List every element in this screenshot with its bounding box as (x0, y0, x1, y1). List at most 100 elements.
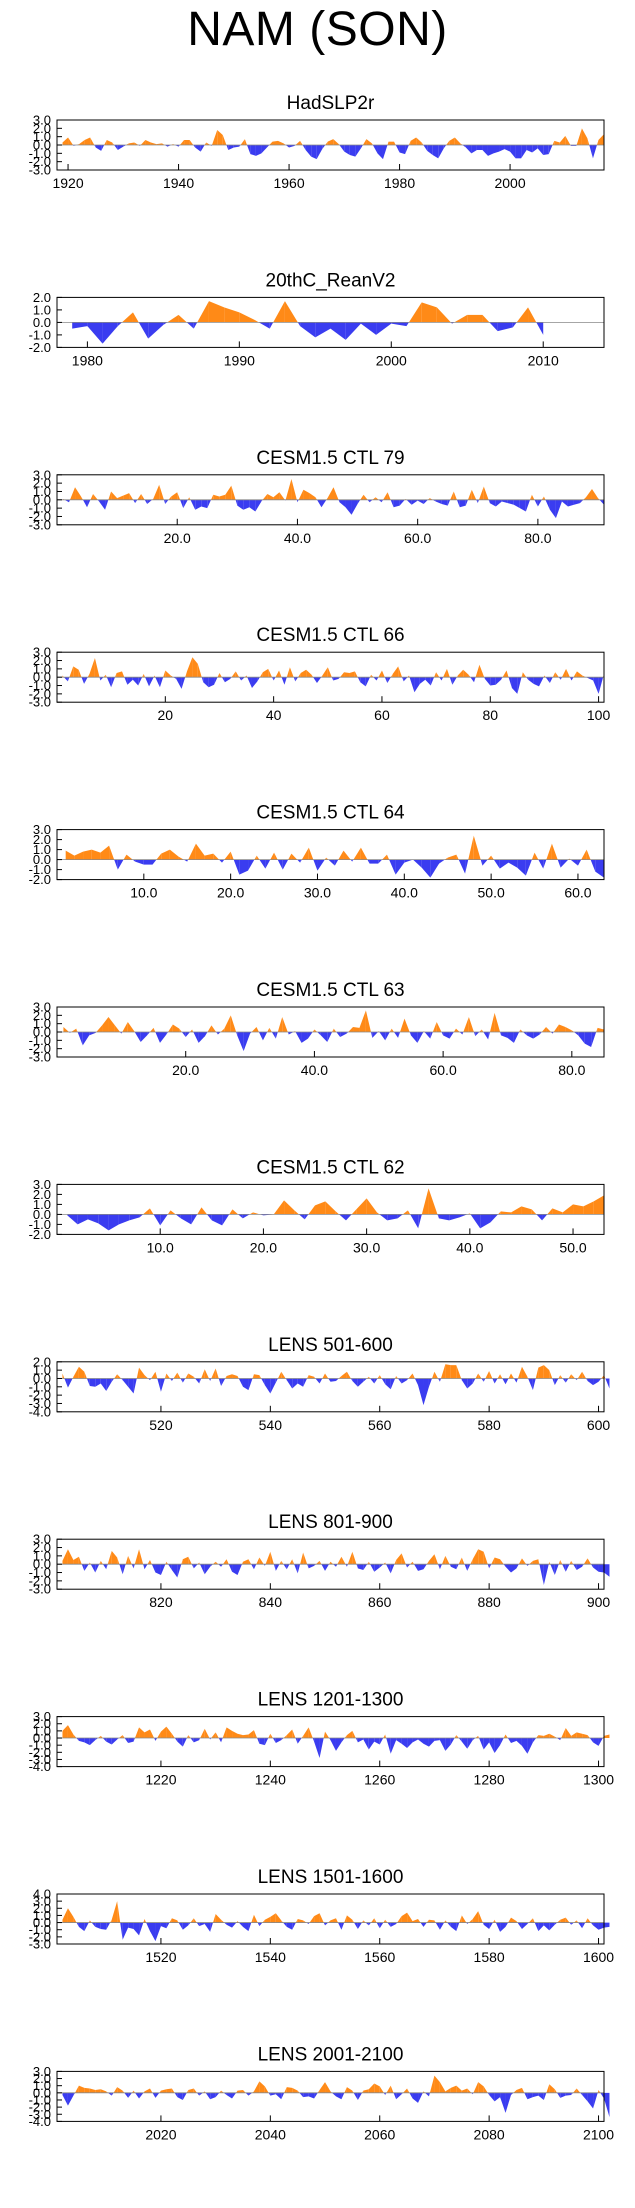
negative-anomaly-area (201, 499, 208, 509)
positive-anomaly-area (63, 1027, 69, 1032)
positive-anomaly-area (401, 1912, 408, 1923)
y-tick-label: 2.0 (33, 1354, 51, 1369)
positive-anomaly-area (328, 1920, 331, 1923)
positive-anomaly-area (434, 2075, 440, 2093)
negative-anomaly-area (360, 677, 366, 687)
positive-anomaly-area (445, 1555, 450, 1565)
positive-anomaly-area (558, 1024, 566, 1032)
negative-anomaly-area (536, 322, 544, 335)
positive-anomaly-area (478, 1373, 482, 1379)
negative-anomaly-area (186, 322, 194, 329)
y-tick-label: 1.0 (33, 129, 51, 144)
positive-anomaly-area (432, 1022, 437, 1032)
negative-anomaly-area (519, 499, 526, 512)
positive-anomaly-area (256, 1557, 260, 1565)
positive-anomaly-area (508, 1373, 512, 1379)
positive-anomaly-area (197, 1562, 200, 1565)
negative-anomaly-area (587, 1378, 594, 1386)
negative-anomaly-area (501, 1032, 508, 1038)
negative-anomaly-area (539, 677, 544, 687)
negative-anomaly-area (224, 1922, 227, 1925)
negative-anomaly-area (543, 1922, 550, 1931)
negative-anomaly-area (417, 1032, 424, 1043)
positive-anomaly-area (75, 487, 82, 500)
negative-anomaly-area (175, 1214, 181, 1219)
positive-anomaly-area (288, 853, 292, 860)
positive-anomaly-area (344, 2087, 347, 2093)
positive-anomaly-area (111, 1550, 118, 1565)
positive-anomaly-area (167, 1210, 171, 1215)
negative-anomaly-area (395, 145, 400, 153)
negative-anomaly-area (232, 2092, 237, 2099)
negative-anomaly-area (275, 2092, 282, 2100)
positive-anomaly-area (322, 1373, 326, 1379)
positive-anomaly-area (273, 301, 285, 323)
positive-anomaly-area (511, 1206, 522, 1215)
negative-anomaly-area (228, 1564, 233, 1572)
positive-anomaly-area (122, 1735, 125, 1739)
positive-anomaly-area (113, 2087, 118, 2093)
negative-anomaly-area (129, 1214, 140, 1221)
positive-anomaly-area (565, 1027, 572, 1032)
negative-anomaly-area (277, 859, 283, 870)
panel-title: CESM1.5 CTL 64 (256, 803, 405, 824)
negative-anomaly-area (286, 1378, 293, 1389)
negative-anomaly-area (333, 1564, 336, 1567)
negative-anomaly-area (556, 1738, 561, 1741)
negative-anomaly-area (176, 677, 182, 689)
positive-anomaly-area (569, 1560, 572, 1565)
positive-anomaly-area (222, 135, 227, 145)
y-tick-label: 1.0 (33, 2078, 51, 2093)
negative-anomaly-area (352, 1378, 358, 1387)
positive-anomaly-area (133, 2090, 136, 2093)
negative-anomaly-area (521, 1738, 528, 1754)
negative-anomaly-area (374, 1378, 378, 1384)
positive-anomaly-area (105, 674, 107, 678)
y-tick-label: -2.0 (29, 1573, 51, 1588)
positive-anomaly-area (560, 1560, 563, 1565)
negative-anomaly-area (443, 1032, 450, 1039)
negative-anomaly-area (180, 1214, 192, 1225)
positive-anomaly-area (407, 1210, 411, 1215)
negative-anomaly-area (604, 2092, 610, 2118)
negative-anomaly-area (533, 1032, 540, 1039)
negative-anomaly-area (565, 1564, 570, 1572)
negative-anomaly-area (525, 859, 532, 876)
positive-anomaly-area (508, 1917, 512, 1923)
positive-anomaly-area (426, 1919, 429, 1923)
positive-anomaly-area (375, 497, 379, 500)
positive-anomaly-area (100, 1735, 103, 1739)
negative-anomaly-area (560, 2092, 566, 2098)
negative-anomaly-area (517, 677, 522, 694)
negative-anomaly-area (439, 677, 442, 681)
negative-anomaly-area (197, 2092, 200, 2096)
positive-anomaly-area (189, 1029, 193, 1032)
positive-anomaly-area (111, 1901, 118, 1923)
positive-anomaly-area (232, 1730, 238, 1739)
positive-anomaly-area (142, 673, 144, 678)
negative-anomaly-area (411, 499, 418, 505)
positive-anomaly-area (145, 140, 151, 145)
negative-anomaly-area (139, 1922, 144, 1936)
negative-anomaly-area (177, 2092, 183, 2100)
negative-anomaly-area (335, 1738, 342, 1751)
positive-anomaly-area (221, 2090, 224, 2093)
negative-anomaly-area (101, 145, 105, 151)
positive-anomaly-area (528, 307, 537, 323)
positive-anomaly-area (478, 486, 484, 500)
negative-anomaly-area (339, 499, 346, 508)
y-tick-label: 3.0 (33, 822, 51, 837)
negative-anomaly-area (266, 145, 270, 148)
negative-anomaly-area (100, 1922, 107, 1930)
positive-anomaly-area (347, 1551, 353, 1565)
negative-anomaly-area (476, 499, 478, 504)
positive-anomaly-area (558, 1560, 561, 1565)
x-tick-label: 1260 (364, 1772, 395, 1788)
positive-anomaly-area (211, 130, 218, 145)
negative-anomaly-area (526, 1032, 534, 1039)
negative-anomaly-area (275, 1378, 278, 1383)
negative-anomaly-area (538, 2092, 544, 2100)
positive-anomaly-area (71, 1028, 77, 1032)
negative-anomaly-area (356, 1564, 358, 1569)
positive-anomaly-area (446, 140, 450, 145)
